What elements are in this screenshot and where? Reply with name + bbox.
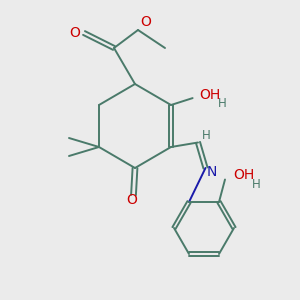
Text: OH: OH	[233, 168, 255, 182]
Text: O: O	[127, 194, 137, 207]
Text: OH: OH	[200, 88, 221, 102]
Text: N: N	[207, 165, 217, 178]
Text: H: H	[252, 178, 261, 190]
Text: O: O	[140, 14, 151, 28]
Text: O: O	[70, 26, 80, 40]
Text: H: H	[202, 129, 211, 142]
Text: H: H	[218, 97, 226, 110]
